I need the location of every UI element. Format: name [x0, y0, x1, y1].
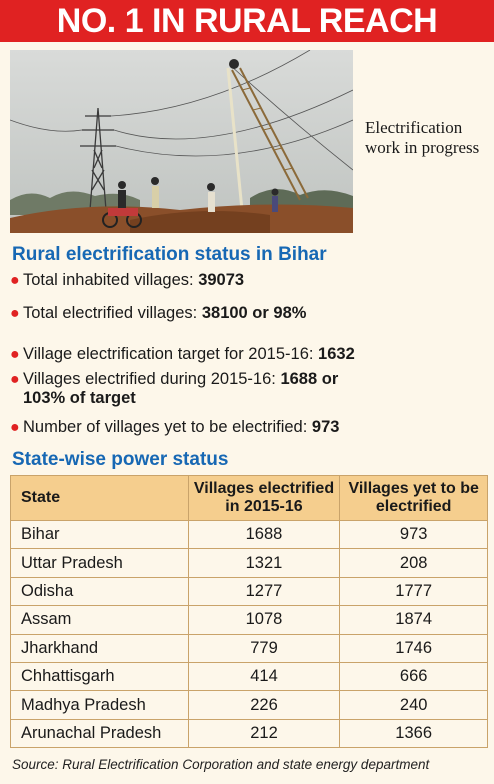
- state-cell: Jharkhand: [10, 633, 189, 663]
- state-cell: Arunachal Pradesh: [10, 718, 189, 749]
- bullet-icon: ●: [10, 305, 20, 322]
- status-label: Villages electrified during 2015-16:: [23, 370, 281, 388]
- remaining-cell: 1874: [339, 605, 488, 635]
- remaining-cell: 973: [339, 519, 488, 550]
- power-status-table: State Villages electrified in 2015-16 Vi…: [10, 475, 488, 749]
- status-value-continued: 103% of target: [23, 389, 136, 407]
- remaining-cell: 1366: [339, 718, 488, 749]
- banner-title: NO. 1 IN RURAL REACH: [0, 0, 494, 42]
- status-value: 38100 or 98%: [201, 304, 307, 322]
- status-list: ● Total inhabited villages: 39073 ● Tota…: [10, 271, 488, 442]
- column-header: Villages yet to be electrified: [339, 475, 488, 521]
- state-cell: Bihar: [10, 519, 189, 550]
- column-header: Villages electrified in 2015-16: [187, 475, 341, 521]
- state-cell: Madhya Pradesh: [10, 690, 189, 720]
- bullet-icon: ●: [10, 371, 20, 388]
- column-header: State: [10, 475, 189, 521]
- status-value: 1632: [318, 345, 355, 363]
- electrified-cell: 212: [187, 718, 341, 749]
- status-label: Village electrification target for 2015-…: [23, 345, 319, 363]
- status-value: 973: [311, 418, 340, 436]
- source-note: Source: Rural Electrification Corporatio…: [12, 757, 430, 772]
- electrified-cell: 1688: [187, 519, 341, 550]
- status-label: Number of villages yet to be electrified…: [23, 418, 312, 436]
- photo-illustration: [10, 50, 353, 233]
- electrified-cell: 414: [187, 661, 341, 692]
- status-heading: Rural electrification status in Bihar: [12, 244, 327, 265]
- table-row: Uttar Pradesh 1321 208: [10, 548, 488, 578]
- status-item: ● Total inhabited villages: 39073: [10, 271, 488, 297]
- bullet-icon: ●: [10, 419, 20, 436]
- photo-caption: Electrification work in progress: [365, 118, 480, 157]
- electrified-cell: 1078: [187, 605, 341, 635]
- table-row: Jharkhand 779 1746: [10, 633, 488, 663]
- electrified-cell: 226: [187, 690, 341, 720]
- table-heading: State-wise power status: [12, 449, 229, 470]
- status-value: 39073: [198, 271, 245, 289]
- electrified-cell: 1277: [187, 576, 341, 607]
- bullet-icon: ●: [10, 272, 20, 289]
- state-cell: Odisha: [10, 576, 189, 607]
- state-cell: Chhattisgarh: [10, 661, 189, 692]
- remaining-cell: 208: [339, 548, 488, 578]
- state-cell: Uttar Pradesh: [10, 548, 189, 578]
- electrified-cell: 1321: [187, 548, 341, 578]
- table-row: Chhattisgarh 414 666: [10, 661, 488, 692]
- remaining-cell: 240: [339, 690, 488, 720]
- status-item: ● Village electrification target for 201…: [10, 341, 488, 370]
- state-cell: Assam: [10, 605, 189, 635]
- remaining-cell: 1746: [339, 633, 488, 663]
- bullet-icon: ●: [10, 346, 20, 363]
- status-label: Total electrified villages:: [23, 304, 202, 322]
- table-row: Odisha 1277 1777: [10, 576, 488, 607]
- electrified-cell: 779: [187, 633, 341, 663]
- table-row: Madhya Pradesh 226 240: [10, 690, 488, 720]
- status-label: Total inhabited villages:: [23, 271, 199, 289]
- status-item: ● Number of villages yet to be electrifi…: [10, 418, 488, 442]
- status-item: ● Villages electrified during 2015-16: 1…: [10, 370, 488, 418]
- table-row: Bihar 1688 973: [10, 519, 488, 550]
- status-item: ● Total electrified villages: 38100 or 9…: [10, 297, 488, 341]
- table-header-row: State Villages electrified in 2015-16 Vi…: [10, 475, 488, 521]
- table-row: Assam 1078 1874: [10, 605, 488, 635]
- table-row: Arunachal Pradesh 212 1366: [10, 718, 488, 749]
- status-value: 1688 or: [280, 370, 339, 388]
- electrification-photo: [10, 50, 353, 233]
- remaining-cell: 666: [339, 661, 488, 692]
- remaining-cell: 1777: [339, 576, 488, 607]
